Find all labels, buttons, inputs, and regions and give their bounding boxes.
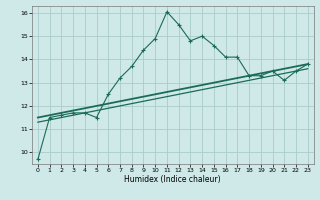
X-axis label: Humidex (Indice chaleur): Humidex (Indice chaleur) <box>124 175 221 184</box>
